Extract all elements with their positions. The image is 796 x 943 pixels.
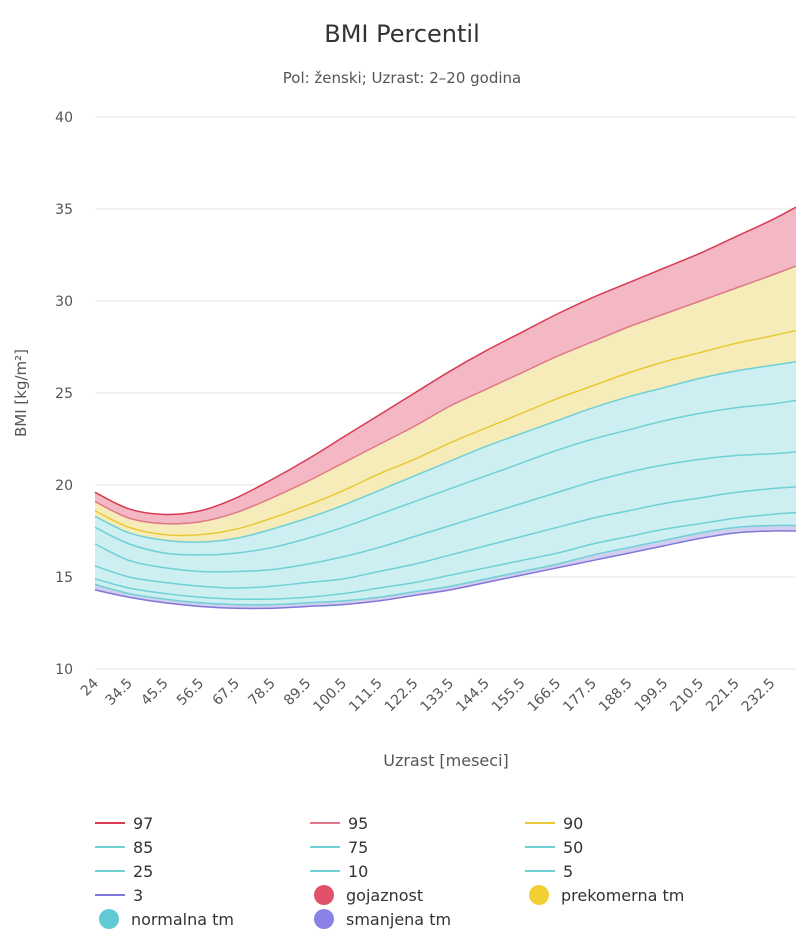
legend-line-swatch: [95, 870, 125, 872]
y-tick-label: 35: [55, 202, 73, 218]
series-line-p5: [94, 524, 796, 606]
x-tick-label: 133.5: [418, 676, 458, 716]
legend-dot-swatch: [99, 909, 119, 929]
legend-item[interactable]: 75: [310, 836, 368, 858]
x-tick-label: 144.5: [453, 676, 493, 716]
legend-label: smanjena tm: [346, 909, 452, 929]
x-tick-label: 67.5: [210, 676, 243, 709]
x-tick-label: 155.5: [489, 676, 529, 716]
x-tick-label: 199.5: [632, 676, 672, 716]
legend-dot-swatch: [529, 885, 549, 905]
x-tick-label: 78.5: [245, 676, 278, 709]
legend-line-swatch: [95, 822, 125, 824]
legend-line-swatch: [95, 894, 125, 896]
series-line-p85: [94, 360, 796, 543]
legend-item[interactable]: 10: [310, 860, 368, 882]
band-prekomerna-tm: [95, 266, 796, 543]
series-line-p10: [94, 511, 796, 601]
series-line-p3: [94, 530, 796, 610]
series-line-p25: [94, 486, 796, 589]
legend-item[interactable]: 50: [525, 836, 583, 858]
legend-line-swatch: [525, 846, 555, 848]
x-tick-label: 232.5: [739, 676, 779, 716]
legend-dot-swatch: [314, 885, 334, 905]
x-tick-label: 34.5: [103, 676, 136, 709]
legend-label: 5: [563, 861, 574, 881]
legend-item[interactable]: prekomerna tm: [525, 884, 684, 906]
legend-item[interactable]: 95: [310, 812, 368, 834]
chart-subtitle: Pol: ženski; Uzrast: 2–20 godina: [283, 69, 522, 87]
x-tick-label: 24: [78, 675, 102, 699]
chart-canvas: BMI Percentil Pol: ženski; Uzrast: 2–20 …: [12, 20, 796, 770]
legend-item[interactable]: smanjena tm: [310, 908, 451, 930]
legend-label: 85: [133, 837, 154, 857]
x-tick-label: 210.5: [667, 676, 707, 716]
legend-item[interactable]: 5: [525, 860, 573, 882]
legend-line-swatch: [525, 870, 555, 872]
x-tick-label: 166.5: [525, 676, 565, 716]
legend-line-swatch: [95, 846, 125, 848]
x-tick-label: 45.5: [138, 676, 171, 709]
x-tick-label: 188.5: [596, 676, 636, 716]
legend-label: 90: [563, 813, 584, 833]
legend-item[interactable]: 3: [95, 884, 143, 906]
x-tick-labels: 24 34.5 45.5 56.5 67.5 78.5 89.5100.5111.5122.…: [78, 675, 779, 715]
y-tick-label: 10: [55, 662, 73, 678]
y-tick-labels: 10 15 20 25 30 35 40: [55, 110, 73, 678]
y-tick-label: 40: [55, 110, 73, 126]
legend-line-swatch: [310, 822, 340, 824]
legend-item[interactable]: gojaznost: [310, 884, 423, 906]
legend-label: prekomerna tm: [561, 885, 685, 905]
legend-item[interactable]: normalna tm: [95, 908, 234, 930]
x-tick-label: 100.5: [310, 676, 350, 716]
series-line-p50: [94, 451, 796, 573]
chart-title: BMI Percentil: [324, 20, 480, 48]
legend-item[interactable]: 90: [525, 812, 583, 834]
y-tick-label: 30: [55, 294, 73, 310]
y-axis-label: BMI [kg/m²]: [12, 349, 30, 437]
legend-label: 75: [348, 837, 369, 857]
series-line-p95: [94, 265, 796, 525]
legend-label: 95: [348, 813, 369, 833]
band-normalna-tm: [95, 361, 796, 605]
legend-item[interactable]: 97: [95, 812, 153, 834]
x-tick-label: 122.5: [382, 676, 422, 716]
legend-label: 50: [563, 837, 584, 857]
x-tick-label: 221.5: [703, 676, 743, 716]
x-tick-label: 177.5: [560, 676, 600, 716]
legend-label: 97: [133, 813, 154, 833]
x-tick-label: 56.5: [174, 676, 207, 709]
legend-label: 25: [133, 861, 154, 881]
legend-item[interactable]: 25: [95, 860, 153, 882]
y-tick-label: 25: [55, 386, 73, 402]
legend-label: 3: [133, 885, 144, 905]
series-line-p75: [94, 399, 796, 556]
legend-line-swatch: [310, 846, 340, 848]
x-axis-label: Uzrast [meseci]: [383, 751, 509, 770]
legend-label: gojaznost: [346, 885, 424, 905]
legend-line-swatch: [525, 822, 555, 824]
legend-dot-swatch: [314, 909, 334, 929]
percentile-lines: [94, 206, 796, 610]
legend-label: normalna tm: [131, 909, 234, 929]
y-tick-label: 15: [55, 570, 73, 586]
legend-label: 10: [348, 861, 369, 881]
legend-line-swatch: [310, 870, 340, 872]
series-line-p90: [94, 329, 796, 537]
series-line-p97: [94, 206, 796, 516]
x-tick-label: 111.5: [346, 676, 386, 716]
legend-item[interactable]: 85: [95, 836, 153, 858]
y-tick-label: 20: [55, 478, 73, 494]
